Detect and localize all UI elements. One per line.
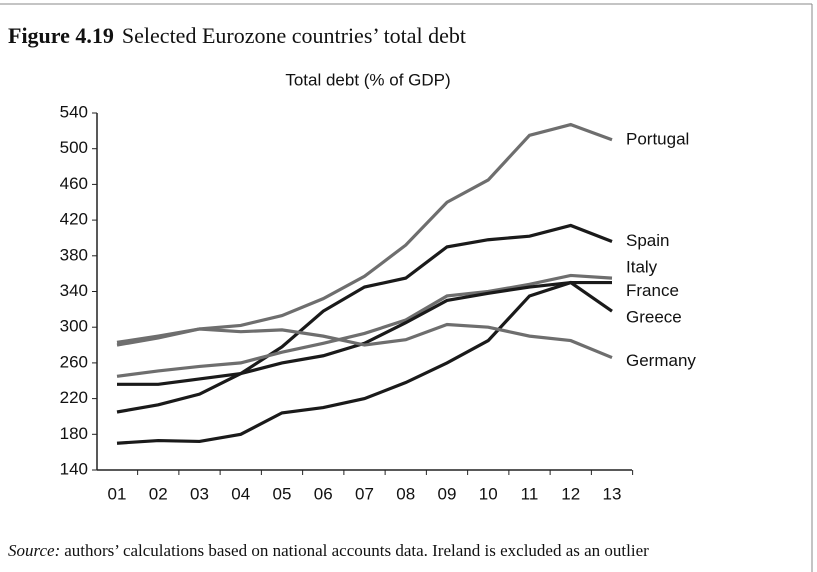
y-tick-label: 380 (60, 245, 88, 264)
x-tick-label: 11 (521, 484, 539, 503)
y-tick-label: 460 (60, 174, 88, 193)
y-tick-label: 180 (60, 424, 88, 443)
x-tick-label: 06 (314, 484, 333, 503)
y-tick-label: 260 (60, 352, 88, 371)
series-label: Portugal (626, 129, 689, 148)
x-tick-label: 13 (603, 484, 622, 503)
y-tick-label: 500 (60, 138, 88, 157)
series-label: Germany (626, 351, 696, 370)
chart-title: Total debt (% of GDP) (285, 70, 450, 89)
plot: 140 180 220 260 300 340 380 420 460 500 540 01 02 03 0… (60, 102, 697, 503)
x-tick-label: 05 (273, 484, 292, 503)
x-tick-label: 09 (438, 484, 457, 503)
y-tick-label: 300 (60, 317, 88, 336)
x-tick-label: 07 (355, 484, 374, 503)
figure-heading: Figure 4.19 Selected Eurozone countries’ … (8, 23, 466, 48)
series-line (117, 280, 612, 386)
series-line (116, 322, 613, 360)
figure-title: Selected Eurozone countries’ total debt (122, 23, 466, 48)
x-tick-label: 10 (479, 484, 498, 503)
series-line (116, 223, 613, 414)
source-label: Source: (8, 541, 60, 560)
series-label: Spain (626, 231, 669, 250)
x-tick-label: 02 (149, 484, 168, 503)
series-line (116, 280, 613, 445)
y-tick-label: 420 (60, 210, 88, 229)
source-text: authors’ calculations based on national … (64, 541, 649, 560)
y-tick-label: 340 (60, 281, 88, 300)
y-tick-label: 220 (60, 388, 88, 407)
source-line: Source: authors’ calculations based on na… (8, 541, 649, 560)
y-tick-label: 140 (60, 459, 88, 478)
series-line (116, 273, 613, 378)
series-label: Italy (626, 258, 658, 277)
x-tick-label: 04 (231, 484, 250, 503)
series-label: France (626, 281, 679, 300)
series-label: Greece (626, 308, 682, 327)
y-tick-label: 540 (60, 102, 88, 121)
x-tick-label: 01 (108, 484, 127, 503)
figure-label: Figure 4.19 (8, 23, 114, 48)
x-tick-label: 03 (190, 484, 209, 503)
x-tick-label: 12 (561, 484, 580, 503)
x-tick-label: 08 (396, 484, 415, 503)
